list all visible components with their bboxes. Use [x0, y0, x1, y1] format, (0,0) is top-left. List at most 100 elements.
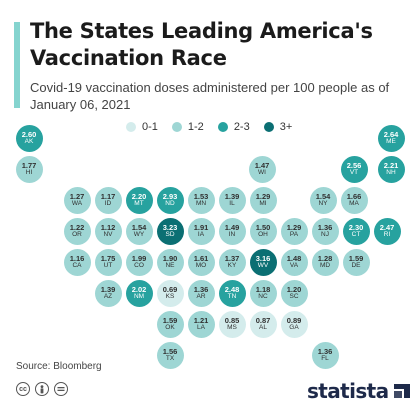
state-value: 0.85 [224, 315, 240, 325]
state-mi: 1.29 MI [249, 186, 277, 214]
state-md: 1.28 MD [311, 248, 339, 276]
state-value: 1.39 [100, 284, 116, 294]
state-value: 1.90 [162, 253, 178, 263]
state-value: 1.28 [317, 253, 333, 263]
state-code: PA [289, 231, 299, 238]
page-title: The States Leading America's Vaccination… [30, 19, 373, 70]
state-ne: 1.90 NE [156, 248, 184, 276]
state-value: 2.20 [131, 191, 147, 201]
state-nc: 1.18 NC [249, 279, 277, 307]
state-ct: 2.30 CT [342, 217, 370, 245]
state-ky: 1.37 KY [218, 248, 246, 276]
state-code: NC [258, 293, 268, 300]
state-co: 1.99 CO [125, 248, 153, 276]
state-value: 2.64 [383, 129, 399, 139]
state-value: 1.20 [286, 284, 302, 294]
state-code: KY [227, 262, 237, 269]
state-value: 1.61 [193, 253, 209, 263]
state-code: OR [72, 231, 82, 238]
state-code: MT [134, 200, 144, 207]
state-ma: 1.66 MA [340, 186, 368, 214]
state-ks: 0.69 KS [156, 279, 184, 307]
state-in: 1.49 IN [218, 217, 246, 245]
state-code: WY [133, 231, 145, 238]
state-me: 2.64 ME [377, 124, 405, 152]
state-ok: 1.59 OK [156, 310, 184, 338]
state-code: AK [24, 138, 34, 145]
state-value: 1.21 [193, 315, 209, 325]
state-value: 0.89 [286, 315, 302, 325]
state-value: 1.54 [131, 222, 147, 232]
state-value: 1.59 [162, 315, 178, 325]
state-ak: 2.60 AK [15, 124, 43, 152]
legend-label: 3+ [279, 121, 293, 133]
state-value: 1.36 [317, 346, 333, 356]
state-value: 2.56 [346, 160, 362, 170]
state-value: 1.91 [193, 222, 209, 232]
state-code: MA [349, 200, 359, 207]
state-code: SC [289, 293, 299, 300]
state-nd: 2.93 ND [156, 186, 184, 214]
state-va: 1.48 VA [280, 248, 308, 276]
state-value: 1.75 [100, 253, 116, 263]
state-code: MS [227, 324, 237, 331]
state-code: ID [104, 200, 112, 207]
state-code: IA [197, 231, 205, 238]
state-ny: 1.54 NY [309, 186, 337, 214]
state-al: 0.87 AL [249, 310, 277, 338]
state-value: 1.12 [100, 222, 116, 232]
state-id: 1.17 ID [94, 186, 122, 214]
state-code: AL [259, 324, 267, 331]
license-icons: cc [16, 382, 73, 396]
state-mt: 2.20 MT [125, 186, 153, 214]
state-code: WA [71, 200, 83, 207]
state-value: 2.30 [348, 222, 364, 232]
state-or: 1.22 OR [63, 217, 91, 245]
state-value: 1.99 [131, 253, 147, 263]
state-ca: 1.16 CA [63, 248, 91, 276]
state-value: 0.87 [255, 315, 271, 325]
state-code: TX [165, 355, 175, 362]
state-code: OK [165, 324, 175, 331]
state-value: 3.16 [255, 253, 271, 263]
state-sc: 1.20 SC [280, 279, 308, 307]
state-code: LA [197, 324, 205, 331]
state-code: GA [289, 324, 299, 331]
state-value: 1.53 [193, 191, 209, 201]
state-il: 1.39 IL [218, 186, 246, 214]
state-code: ME [386, 138, 396, 145]
state-code: WV [257, 262, 269, 269]
state-value: 1.50 [255, 222, 271, 232]
state-sd: 3.23 SD [156, 217, 184, 245]
state-value: 1.18 [255, 284, 271, 294]
state-wi: 1.47 WI [248, 155, 276, 183]
state-nv: 1.12 NV [94, 217, 122, 245]
state-pa: 1.29 PA [280, 217, 308, 245]
state-vt: 2.56 VT [340, 155, 368, 183]
state-code: MO [195, 262, 207, 269]
state-ia: 1.91 IA [187, 217, 215, 245]
legend-item-2-3: 2-3 [217, 121, 250, 133]
state-value: 1.36 [193, 284, 209, 294]
state-code: NM [133, 293, 145, 300]
state-code: AZ [103, 293, 113, 300]
state-value: 2.02 [131, 284, 147, 294]
legend-swatch-1-2 [171, 122, 182, 132]
state-code: NJ [321, 231, 329, 238]
state-wv: 3.16 WV [249, 248, 277, 276]
state-code: NY [318, 200, 328, 207]
state-value: 1.16 [69, 253, 85, 263]
state-code: WI [258, 169, 266, 176]
state-nj: 1.36 NJ [311, 217, 339, 245]
state-value: 1.54 [315, 191, 331, 201]
state-tn: 2.48 TN [218, 279, 246, 307]
state-value: 2.48 [224, 284, 240, 294]
state-value: 1.22 [69, 222, 85, 232]
state-value: 2.47 [379, 222, 395, 232]
state-code: ND [165, 200, 175, 207]
title-accent-bar [14, 22, 20, 108]
state-code: FL [321, 355, 329, 362]
state-code: SD [165, 231, 175, 238]
state-value: 1.39 [224, 191, 240, 201]
legend: 0-1 1-2 2-3 3+ [126, 121, 306, 133]
